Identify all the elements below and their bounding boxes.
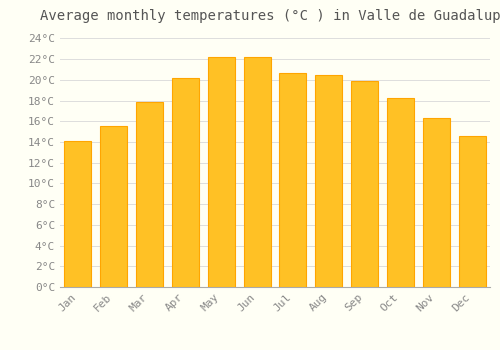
Bar (423, 118, 450, 287)
Bar (64, 141, 92, 287)
Bar (172, 78, 199, 287)
Bar (387, 98, 414, 287)
Bar (136, 102, 163, 287)
Bar (208, 57, 234, 287)
Title: Average monthly temperatures (°C ) in Valle de Guadalupe: Average monthly temperatures (°C ) in Va… (40, 9, 500, 23)
Bar (280, 72, 306, 287)
Bar (351, 81, 378, 287)
Bar (458, 136, 485, 287)
Bar (244, 57, 270, 287)
Bar (316, 75, 342, 287)
Bar (100, 126, 127, 287)
